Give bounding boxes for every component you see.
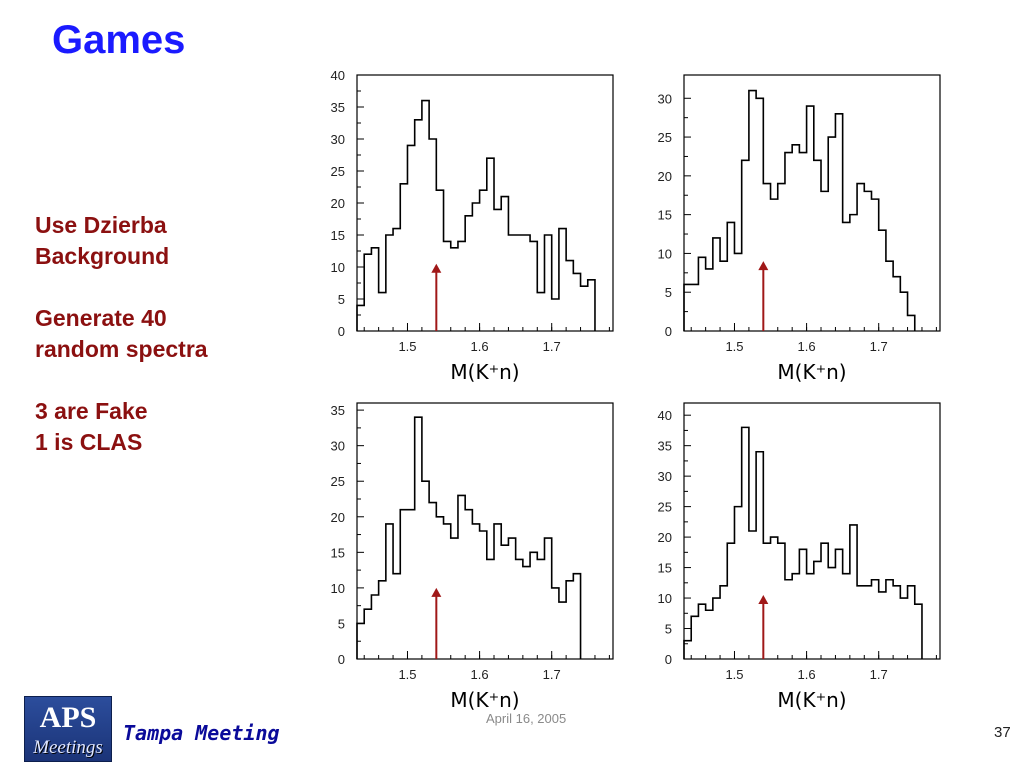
y-tick-label: 0 xyxy=(665,652,672,667)
signal-arrow-head xyxy=(758,595,769,604)
x-tick-label: 1.6 xyxy=(471,339,489,354)
histogram-series xyxy=(356,416,582,659)
x-tick-label: 1.5 xyxy=(398,667,416,682)
histogram-panel: 1.5 1.6 1.7 0 5 10 15 20 25 30 35 40 M(K⁺n) xyxy=(331,68,614,384)
x-tick-label: 1.7 xyxy=(543,667,561,682)
x-tick-label: 1.6 xyxy=(471,667,489,682)
histogram-series xyxy=(683,89,916,331)
histogram-panel: 1.5 1.6 1.7 0 5 10 15 20 25 30 M(K⁺n) xyxy=(658,74,941,384)
y-tick-label: 40 xyxy=(658,408,672,423)
y-tick-label: 30 xyxy=(331,132,345,147)
y-tick-label: 5 xyxy=(665,622,672,637)
y-tick-label: 35 xyxy=(658,439,672,454)
page-number: 37 xyxy=(994,724,1011,741)
slide-title: Games xyxy=(52,18,186,62)
signal-arrow-head xyxy=(431,587,442,597)
y-tick-label: 0 xyxy=(338,652,345,667)
y-tick-label: 15 xyxy=(331,545,345,560)
x-tick-label: 1.7 xyxy=(870,339,888,354)
histogram-series xyxy=(683,426,923,659)
y-tick-label: 20 xyxy=(658,530,672,545)
y-tick-label: 30 xyxy=(658,469,672,484)
y-tick-label: 0 xyxy=(665,324,672,339)
y-tick-label: 15 xyxy=(331,228,345,243)
y-tick-label: 35 xyxy=(331,403,345,418)
plot-frame xyxy=(683,74,941,332)
note-line: Background xyxy=(35,243,170,269)
slide-notes: Use Dzierba Background Generate 40 rando… xyxy=(35,210,295,458)
y-tick-label: 0 xyxy=(338,324,345,339)
y-tick-label: 20 xyxy=(658,169,672,184)
y-tick-label: 10 xyxy=(658,246,672,261)
signal-arrow-head xyxy=(431,263,442,273)
logo-text: APS xyxy=(39,701,97,734)
histogram-panel: 1.5 1.6 1.7 0 5 10 15 20 25 30 35 40 M(K⁺n) xyxy=(658,402,941,712)
y-tick-label: 25 xyxy=(658,130,672,145)
signal-arrow-head xyxy=(758,261,769,271)
x-axis-label: M(K⁺n) xyxy=(450,360,519,384)
aps-meetings-logo: APS Meetings xyxy=(24,696,112,762)
y-tick-label: 10 xyxy=(658,591,672,606)
x-tick-label: 1.5 xyxy=(398,339,416,354)
y-tick-label: 20 xyxy=(331,510,345,525)
histogram-series xyxy=(356,99,596,331)
plot-frame xyxy=(356,402,614,660)
x-tick-label: 1.5 xyxy=(725,339,743,354)
note-line: Use Dzierba xyxy=(35,212,167,238)
plot-frame xyxy=(683,402,941,660)
y-tick-label: 10 xyxy=(331,581,345,596)
y-tick-label: 40 xyxy=(331,68,345,83)
slide-date: April 16, 2005 xyxy=(486,711,567,726)
note-line: 3 are Fake xyxy=(35,398,148,424)
logo-subtext: Meetings xyxy=(33,737,103,758)
y-tick-label: 30 xyxy=(331,439,345,454)
y-tick-label: 30 xyxy=(658,91,672,106)
y-tick-label: 25 xyxy=(331,474,345,489)
x-axis-label: M(K⁺n) xyxy=(777,360,846,384)
y-tick-label: 5 xyxy=(338,292,345,307)
y-tick-label: 15 xyxy=(658,561,672,576)
y-tick-label: 25 xyxy=(331,164,345,179)
plot-frame xyxy=(356,74,614,332)
x-tick-label: 1.6 xyxy=(798,339,816,354)
x-axis-label: M(K⁺n) xyxy=(450,688,519,712)
y-tick-label: 20 xyxy=(331,196,345,211)
y-tick-label: 35 xyxy=(331,100,345,115)
x-tick-label: 1.7 xyxy=(870,667,888,682)
x-axis-label: M(K⁺n) xyxy=(777,688,846,712)
x-tick-label: 1.5 xyxy=(725,667,743,682)
histogram-panel: 1.5 1.6 1.7 0 5 10 15 20 25 30 35 M(K⁺n) xyxy=(331,402,614,712)
y-tick-label: 15 xyxy=(658,208,672,223)
x-tick-label: 1.7 xyxy=(543,339,561,354)
note-line: random spectra xyxy=(35,336,208,362)
y-tick-label: 10 xyxy=(331,260,345,275)
y-tick-label: 5 xyxy=(338,616,345,631)
x-tick-label: 1.6 xyxy=(798,667,816,682)
meeting-name: Tampa Meeting xyxy=(123,721,280,745)
note-line: 1 is CLAS xyxy=(35,429,143,455)
y-tick-label: 25 xyxy=(658,500,672,515)
note-line: Generate 40 xyxy=(35,305,167,331)
y-tick-label: 5 xyxy=(665,285,672,300)
